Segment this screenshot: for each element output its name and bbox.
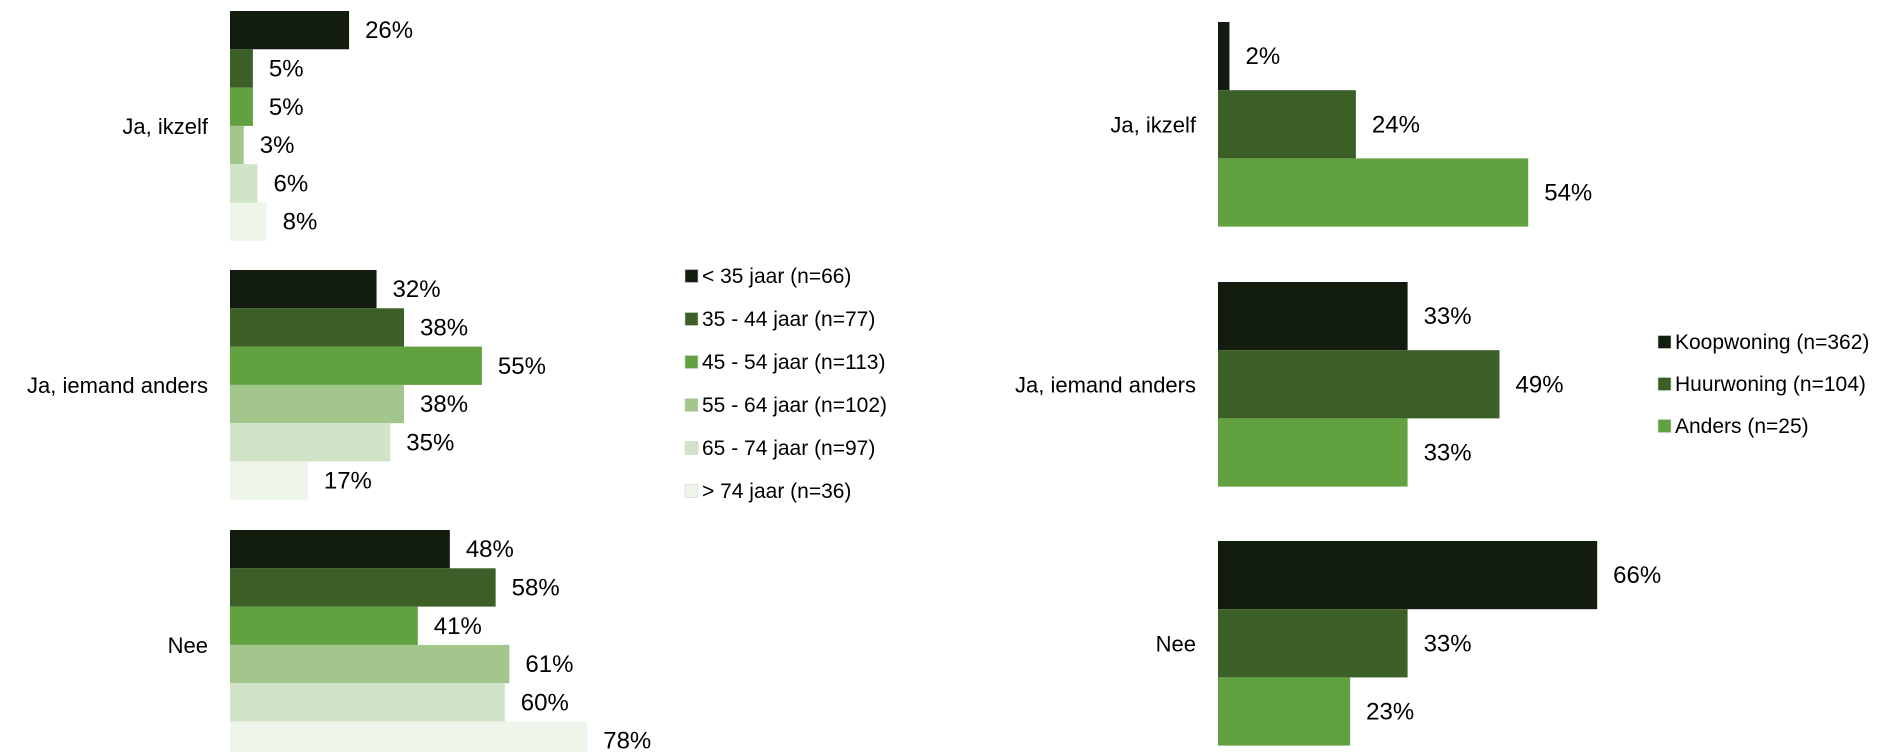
age-group-chart: Ja, ikzelf 26% 5% 5% 3% 6% 8% Ja, iemand anders… — [27, 11, 651, 752]
legend-item-45-54-jaar-n-113: 45 - 54 jaar (n=113) — [684, 351, 885, 374]
legend-swatch — [684, 355, 699, 369]
legend-item-35-jaar-n-66: < 35 jaar (n=66) — [684, 265, 851, 288]
data-label: 8% — [283, 209, 318, 236]
data-label: 54% — [1544, 180, 1592, 207]
legend-item-74-jaar-n-36: > 74 jaar (n=36) — [684, 480, 851, 503]
legend-item-65-74-jaar-n-97: 65 - 74 jaar (n=97) — [684, 437, 875, 460]
bar-35-jaar-n-66-nee — [230, 530, 450, 569]
data-label: 61% — [525, 651, 573, 678]
bar-74-jaar-n-36-ja-iemand-anders — [230, 461, 308, 500]
category-label: Ja, ikzelf — [1110, 112, 1196, 137]
legend-swatch — [684, 312, 699, 326]
category-group-ja-iemand-anders: Ja, iemand anders 32% 38% 55% 38% 35% 17% — [27, 270, 546, 500]
legend-item-35-44-jaar-n-77: 35 - 44 jaar (n=77) — [684, 308, 875, 331]
bar-65-74-jaar-n-97-nee — [230, 683, 505, 722]
legend-swatch — [684, 441, 699, 455]
data-label: 58% — [512, 574, 560, 601]
data-label: 60% — [521, 689, 569, 716]
legend-label: 35 - 44 jaar (n=77) — [702, 308, 875, 331]
data-label: 78% — [603, 728, 651, 752]
legend-label: Koopwoning (n=362) — [1675, 331, 1869, 354]
bar-74-jaar-n-36-nee — [230, 721, 588, 752]
bar-anders-n-25-ja-iemand-anders — [1218, 418, 1408, 487]
data-label: 26% — [365, 17, 413, 44]
data-label: 35% — [406, 429, 454, 456]
legend-swatch — [1657, 419, 1672, 433]
data-label: 66% — [1613, 562, 1661, 589]
category-label: Nee — [1156, 631, 1196, 656]
bar-koopwoning-n-362-ja-ikzelf — [1218, 22, 1230, 91]
bar-74-jaar-n-36-ja-ikzelf — [230, 202, 267, 241]
legend-swatch — [1657, 377, 1672, 391]
bar-45-54-jaar-n-113-nee — [230, 606, 418, 645]
data-label: 2% — [1245, 43, 1280, 70]
category-label: Ja, iemand anders — [27, 373, 208, 398]
data-label: 33% — [1424, 630, 1472, 657]
legend-swatch — [684, 484, 699, 498]
category-label: Nee — [168, 633, 208, 658]
category-group-nee: Nee 48% 58% 41% 61% 60% 78% — [168, 530, 651, 752]
bar-55-64-jaar-n-102-ja-ikzelf — [230, 125, 244, 165]
legend-label: < 35 jaar (n=66) — [702, 265, 851, 288]
legend-label: > 74 jaar (n=36) — [702, 480, 851, 503]
data-label: 33% — [1424, 303, 1472, 330]
data-label: 32% — [393, 276, 441, 303]
housing-type-legend: Koopwoning (n=362) Huurwoning (n=104) Ande… — [1657, 331, 1869, 438]
legend-item-55-64-jaar-n-102: 55 - 64 jaar (n=102) — [684, 394, 887, 417]
legend-item-anders-n-25: Anders (n=25) — [1657, 415, 1809, 438]
bar-anders-n-25-ja-ikzelf — [1218, 158, 1529, 227]
category-group-nee: Nee 66% 33% 23% — [1156, 541, 1661, 746]
data-label: 23% — [1366, 699, 1414, 726]
legend-label: Anders (n=25) — [1675, 415, 1809, 438]
age-group-legend: < 35 jaar (n=66) 35 - 44 jaar (n=77) 45 - … — [684, 265, 887, 503]
bar-55-64-jaar-n-102-ja-iemand-anders — [230, 384, 405, 424]
data-label: 33% — [1424, 440, 1472, 467]
data-label: 49% — [1516, 371, 1564, 398]
legend-item-huurwoning-n-104: Huurwoning (n=104) — [1657, 373, 1866, 396]
bar-45-54-jaar-n-113-ja-iemand-anders — [230, 346, 482, 385]
data-label: 38% — [420, 391, 468, 418]
data-label: 38% — [420, 314, 468, 341]
category-group-ja-ikzelf: Ja, ikzelf 26% 5% 5% 3% 6% 8% — [122, 11, 413, 241]
category-label: Ja, iemand anders — [1015, 372, 1196, 397]
legend-label: Huurwoning (n=104) — [1675, 373, 1866, 396]
legend-swatch — [1657, 335, 1672, 349]
bar-koopwoning-n-362-nee — [1218, 541, 1598, 610]
data-label: 17% — [324, 468, 372, 495]
bar-35-44-jaar-n-77-ja-ikzelf — [230, 49, 253, 88]
bar-65-74-jaar-n-97-ja-ikzelf — [230, 164, 258, 203]
bar-anders-n-25-nee — [1218, 677, 1351, 746]
bar-35-jaar-n-66-ja-iemand-anders — [230, 270, 377, 309]
legend-swatch — [684, 398, 699, 412]
category-group-ja-iemand-anders: Ja, iemand anders 33% 49% 33% — [1015, 282, 1564, 487]
bar-55-64-jaar-n-102-nee — [230, 644, 510, 684]
bar-65-74-jaar-n-97-ja-iemand-anders — [230, 423, 391, 462]
bar-huurwoning-n-104-nee — [1218, 609, 1408, 678]
data-label: 3% — [260, 132, 295, 159]
data-label: 6% — [273, 170, 308, 197]
bar-45-54-jaar-n-113-ja-ikzelf — [230, 87, 253, 126]
legend-item-koopwoning-n-362: Koopwoning (n=362) — [1657, 331, 1869, 354]
legend-swatch — [684, 269, 699, 283]
data-label: 48% — [466, 536, 514, 563]
data-label: 55% — [498, 353, 546, 380]
bar-huurwoning-n-104-ja-ikzelf — [1218, 90, 1356, 159]
data-label: 24% — [1372, 111, 1420, 138]
bar-huurwoning-n-104-ja-iemand-anders — [1218, 350, 1500, 419]
legend-label: 45 - 54 jaar (n=113) — [702, 351, 885, 374]
legend-label: 65 - 74 jaar (n=97) — [702, 437, 875, 460]
bar-koopwoning-n-362-ja-iemand-anders — [1218, 282, 1408, 351]
category-group-ja-ikzelf: Ja, ikzelf 2% 24% 54% — [1110, 22, 1592, 227]
bar-35-44-jaar-n-77-ja-iemand-anders — [230, 308, 405, 347]
legend-label: 55 - 64 jaar (n=102) — [702, 394, 887, 417]
bar-35-jaar-n-66-ja-ikzelf — [230, 11, 350, 50]
housing-type-chart: Ja, ikzelf 2% 24% 54% Ja, iemand anders 33% 49… — [1015, 22, 1661, 746]
category-label: Ja, ikzelf — [122, 114, 208, 139]
data-label: 5% — [269, 55, 304, 82]
data-label: 41% — [434, 613, 482, 640]
bar-35-44-jaar-n-77-nee — [230, 568, 496, 607]
data-label: 5% — [269, 94, 304, 121]
